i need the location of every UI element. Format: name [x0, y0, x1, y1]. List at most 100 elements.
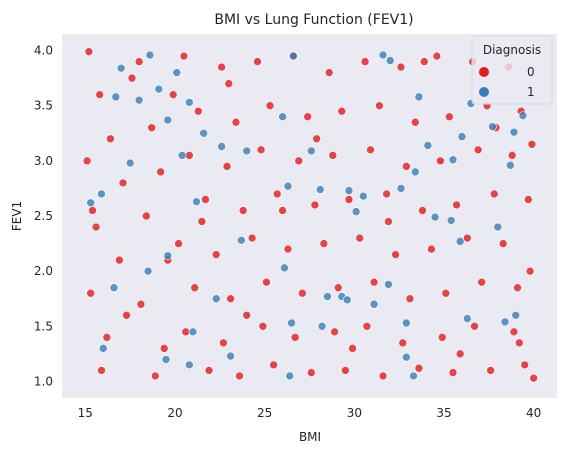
data-point-diagnosis-0 — [384, 217, 393, 226]
data-point-diagnosis-0 — [355, 233, 365, 243]
data-point-diagnosis-0 — [265, 101, 275, 110]
data-point-diagnosis-1 — [98, 344, 108, 353]
data-point-diagnosis-1 — [134, 95, 144, 105]
data-point-diagnosis-0 — [253, 57, 262, 66]
data-point-diagnosis-0 — [432, 51, 442, 61]
data-point-diagnosis-0 — [362, 322, 372, 331]
data-point-diagnosis-1 — [125, 158, 135, 168]
data-point-diagnosis-1 — [409, 371, 418, 381]
data-point-diagnosis-1 — [423, 141, 433, 150]
data-point-diagnosis-1 — [463, 314, 472, 323]
data-point-diagnosis-1 — [199, 128, 208, 138]
x-tick-label: 35 — [436, 406, 451, 420]
x-axis-label: BMI — [299, 430, 321, 444]
data-point-diagnosis-0 — [181, 327, 191, 337]
data-point-diagnosis-0 — [529, 373, 538, 383]
data-point-diagnosis-1 — [457, 132, 467, 141]
data-point-diagnosis-1 — [177, 151, 187, 160]
legend-marker-0 — [479, 67, 489, 77]
data-point-diagnosis-0 — [150, 371, 160, 381]
data-point-diagnosis-0 — [256, 145, 266, 155]
data-point-diagnosis-1 — [285, 371, 295, 381]
data-point-diagnosis-0 — [333, 283, 343, 292]
data-point-diagnosis-1 — [161, 355, 171, 364]
data-point-diagnosis-0 — [498, 239, 508, 248]
data-point-diagnosis-0 — [382, 189, 391, 199]
x-tick-label: 40 — [526, 406, 541, 420]
data-point-diagnosis-0 — [269, 360, 278, 370]
data-point-diagnosis-0 — [524, 195, 533, 204]
data-point-diagnosis-0 — [452, 200, 461, 210]
data-point-diagnosis-0 — [348, 344, 357, 353]
data-point-diagnosis-0 — [328, 151, 338, 160]
data-point-diagnosis-1 — [351, 207, 361, 216]
x-tick-label: 15 — [78, 406, 93, 420]
data-point-diagnosis-0 — [414, 363, 424, 373]
data-point-diagnosis-0 — [463, 233, 472, 243]
data-point-diagnosis-1 — [414, 92, 424, 102]
data-point-diagnosis-0 — [147, 123, 156, 133]
data-point-diagnosis-0 — [337, 106, 347, 116]
data-point-diagnosis-1 — [306, 146, 316, 156]
legend-title: Diagnosis — [483, 43, 541, 57]
data-point-diagnosis-0 — [419, 57, 429, 66]
data-point-diagnosis-0 — [520, 360, 530, 370]
data-point-diagnosis-0 — [455, 349, 465, 359]
data-point-diagnosis-0 — [391, 250, 400, 259]
data-point-diagnosis-1 — [342, 295, 352, 305]
data-point-diagnosis-1 — [278, 112, 287, 122]
data-point-diagnosis-0 — [283, 244, 293, 254]
data-point-diagnosis-0 — [375, 101, 384, 110]
data-point-diagnosis-0 — [298, 288, 307, 298]
data-point-diagnosis-0 — [91, 222, 101, 232]
y-tick-label: 4.0 — [34, 44, 53, 58]
data-point-diagnosis-0 — [402, 162, 411, 171]
data-point-diagnosis-1 — [242, 146, 252, 156]
y-tick-label: 2.0 — [34, 264, 53, 278]
data-point-diagnosis-0 — [310, 200, 320, 210]
y-tick-label: 1.0 — [34, 374, 53, 388]
data-point-diagnosis-1 — [509, 127, 519, 137]
data-point-diagnosis-1 — [402, 318, 411, 328]
data-point-diagnosis-0 — [204, 366, 214, 375]
data-point-diagnosis-0 — [344, 195, 354, 204]
data-point-diagnosis-1 — [111, 92, 121, 102]
data-point-diagnosis-0 — [118, 178, 128, 188]
data-point-diagnosis-0 — [84, 47, 94, 56]
data-point-diagnosis-0 — [437, 333, 447, 342]
x-tick-label: 30 — [347, 406, 362, 420]
data-point-diagnosis-0 — [378, 371, 388, 381]
data-point-diagnosis-0 — [303, 112, 313, 122]
points-layer — [82, 47, 538, 383]
data-point-diagnosis-1 — [86, 198, 95, 208]
data-point-diagnosis-1 — [500, 317, 510, 327]
data-point-diagnosis-0 — [258, 322, 268, 331]
data-point-diagnosis-0 — [398, 338, 408, 348]
data-point-diagnosis-1 — [287, 318, 296, 328]
data-point-diagnosis-1 — [172, 68, 182, 77]
data-point-diagnosis-0 — [319, 239, 329, 248]
data-point-diagnosis-1 — [369, 299, 379, 309]
data-point-diagnosis-1 — [143, 266, 153, 276]
data-point-diagnosis-0 — [88, 206, 97, 215]
data-point-diagnosis-0 — [190, 283, 200, 292]
data-point-diagnosis-0 — [134, 57, 144, 66]
data-point-diagnosis-0 — [527, 140, 537, 149]
data-point-diagnosis-0 — [222, 162, 232, 171]
data-point-diagnosis-0 — [441, 288, 451, 298]
data-point-diagnosis-0 — [507, 151, 517, 160]
y-tick-label: 3.5 — [34, 99, 53, 113]
data-point-diagnosis-0 — [509, 327, 519, 337]
data-point-diagnosis-1 — [323, 292, 332, 301]
y-axis-ticks: 1.0 1.5 2.0 2.5 3.0 3.5 4.0 — [34, 44, 53, 389]
data-point-diagnosis-0 — [278, 206, 287, 215]
data-point-diagnosis-0 — [242, 310, 252, 320]
data-point-diagnosis-1 — [289, 51, 298, 61]
data-point-diagnosis-0 — [122, 310, 131, 320]
data-point-diagnosis-1 — [446, 216, 456, 225]
data-point-diagnosis-1 — [493, 222, 503, 232]
data-point-diagnosis-1 — [283, 181, 293, 191]
data-point-diagnosis-1 — [188, 327, 198, 337]
data-point-diagnosis-1 — [185, 98, 194, 107]
